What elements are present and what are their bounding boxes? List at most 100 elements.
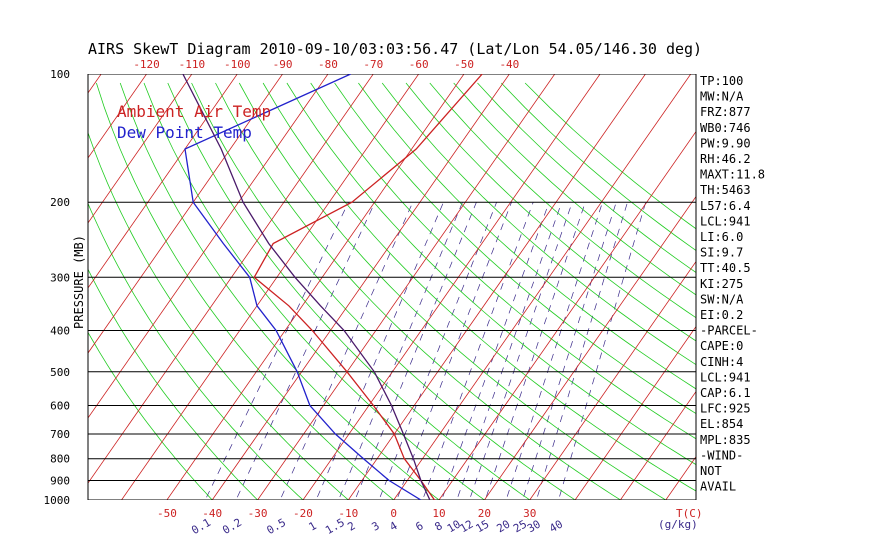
isotherm-line bbox=[88, 74, 102, 94]
series-line-dew-point-temp bbox=[184, 74, 422, 500]
index-item: CINH:4 bbox=[700, 355, 743, 369]
bottom-temp-label: -50 bbox=[157, 507, 177, 520]
mixing-ratio-label: 8 bbox=[432, 519, 444, 534]
isotherm-line bbox=[88, 74, 193, 224]
index-item: CAP:6.1 bbox=[700, 386, 751, 400]
mixing-ratio-line bbox=[536, 202, 628, 500]
index-item: TH:5463 bbox=[700, 183, 751, 197]
mixing-ratio-line bbox=[235, 202, 376, 500]
mixing-ratio-unit: (g/kg) bbox=[658, 518, 698, 531]
isotherm-line bbox=[88, 74, 238, 289]
mixing-ratio-line bbox=[441, 202, 550, 500]
dry-adiabat-line bbox=[358, 82, 696, 390]
mixing-ratio-label: 0.5 bbox=[264, 516, 288, 537]
mixing-ratio-line bbox=[484, 202, 586, 500]
index-item: EI:0.2 bbox=[700, 308, 743, 322]
isotherm-line bbox=[302, 74, 601, 500]
legend-ambient: Ambient Air Temp bbox=[117, 102, 271, 121]
mixing-ratio-label: 10 bbox=[445, 517, 463, 535]
mixing-ratio-label: 20 bbox=[494, 517, 512, 535]
dry-adiabat-line bbox=[405, 82, 696, 342]
index-item: CAPE:0 bbox=[700, 339, 743, 353]
pressure-label: 500 bbox=[50, 366, 70, 379]
mixing-ratio-label: 30 bbox=[525, 517, 543, 535]
index-item: L57:6.4 bbox=[700, 199, 751, 213]
series-line-parcel bbox=[182, 74, 431, 500]
bottom-temp-labels: -50 -40 -30 -20 -10 0 10 20 30 bbox=[157, 507, 536, 520]
pressure-label: 1000 bbox=[44, 494, 71, 507]
index-item: EL:854 bbox=[700, 417, 743, 431]
top-temp-label: -90 bbox=[273, 58, 293, 71]
index-item: PW:9.90 bbox=[700, 136, 751, 150]
dry-adiabat-line bbox=[381, 82, 696, 366]
index-item: -PARCEL- bbox=[700, 324, 758, 338]
mixing-ratio-label: 6 bbox=[413, 519, 425, 534]
index-item: NOT bbox=[700, 464, 722, 478]
dry-adiabat-line bbox=[262, 82, 696, 492]
y-axis-label: PRESSURE (MB) bbox=[72, 235, 86, 329]
dry-adiabat-line bbox=[88, 331, 213, 500]
isotherm-line bbox=[88, 74, 284, 354]
index-item: -WIND- bbox=[700, 448, 743, 462]
isotherm-line bbox=[166, 74, 465, 500]
isotherms bbox=[0, 65, 696, 510]
bottom-unit-label: T(C) bbox=[676, 507, 703, 520]
isotherm-line bbox=[88, 74, 374, 484]
bottom-temp-label: 30 bbox=[523, 507, 536, 520]
chart-title: AIRS SkewT Diagram 2010-09-10/03:03:56.4… bbox=[88, 40, 702, 58]
mixing-ratio-label: 3 bbox=[370, 519, 382, 534]
mixing-ratio-line bbox=[396, 202, 512, 500]
mixing-ratio-label: 0.2 bbox=[220, 516, 244, 537]
dry-adiabat-line bbox=[215, 82, 622, 500]
mixing-ratio-line bbox=[204, 202, 349, 500]
top-temp-label: -110 bbox=[179, 58, 206, 71]
pressure-label: 400 bbox=[50, 324, 70, 337]
index-item: TT:40.5 bbox=[700, 261, 751, 275]
plot-area bbox=[0, 65, 696, 510]
isotherm-line bbox=[0, 65, 63, 510]
bottom-temp-label: -40 bbox=[202, 507, 222, 520]
dry-adiabat-line bbox=[88, 268, 259, 500]
dry-adiabats bbox=[88, 82, 696, 500]
pressure-label: 700 bbox=[50, 428, 70, 441]
index-item: MPL:835 bbox=[700, 433, 751, 447]
index-item: WB0:746 bbox=[700, 121, 751, 135]
top-temp-label: -120 bbox=[133, 58, 160, 71]
isotherm-line bbox=[483, 195, 696, 500]
dry-adiabat-line bbox=[96, 82, 395, 500]
bottom-temp-label: 0 bbox=[390, 507, 397, 520]
mixing-ratio-line bbox=[505, 202, 603, 500]
top-temp-label: -100 bbox=[224, 58, 251, 71]
dry-adiabat-line bbox=[143, 82, 486, 500]
mixing-ratio-label: 25 bbox=[511, 517, 529, 535]
mixing-ratio-lines bbox=[204, 202, 647, 500]
pressure-label: 100 bbox=[50, 68, 70, 81]
mixing-ratio-label: 12 bbox=[458, 517, 476, 535]
isotherm-line bbox=[438, 130, 696, 500]
top-temp-label: -60 bbox=[409, 58, 429, 71]
pressure-labels: 100 200 300 400 500 600 700 800 900 1000 bbox=[44, 68, 71, 507]
pressure-label: 600 bbox=[50, 399, 70, 412]
index-item: RH:46.2 bbox=[700, 152, 751, 166]
mixing-ratio-label: 4 bbox=[387, 519, 400, 534]
dry-adiabat-line bbox=[524, 82, 696, 230]
mixing-ratio-line bbox=[469, 202, 573, 500]
mixing-ratio-line bbox=[456, 202, 563, 500]
top-temp-labels: -120 -110 -100 -90 -80 -70 -60 -50 -40 bbox=[133, 58, 519, 71]
dry-adiabat-line bbox=[477, 82, 696, 273]
isotherm-line bbox=[529, 260, 696, 500]
bottom-temp-label: 20 bbox=[478, 507, 491, 520]
mixing-ratio-line bbox=[354, 202, 477, 500]
isotherm-line bbox=[257, 74, 556, 500]
index-item: LCL:941 bbox=[700, 214, 751, 228]
top-temp-label: -50 bbox=[454, 58, 474, 71]
index-item: AVAIL bbox=[700, 480, 736, 494]
isotherm-line bbox=[347, 74, 646, 500]
index-item: TP:100 bbox=[700, 74, 743, 88]
index-item: MW:N/A bbox=[700, 90, 744, 104]
bottom-temp-label: -20 bbox=[293, 507, 313, 520]
dry-adiabat-line bbox=[310, 82, 696, 440]
